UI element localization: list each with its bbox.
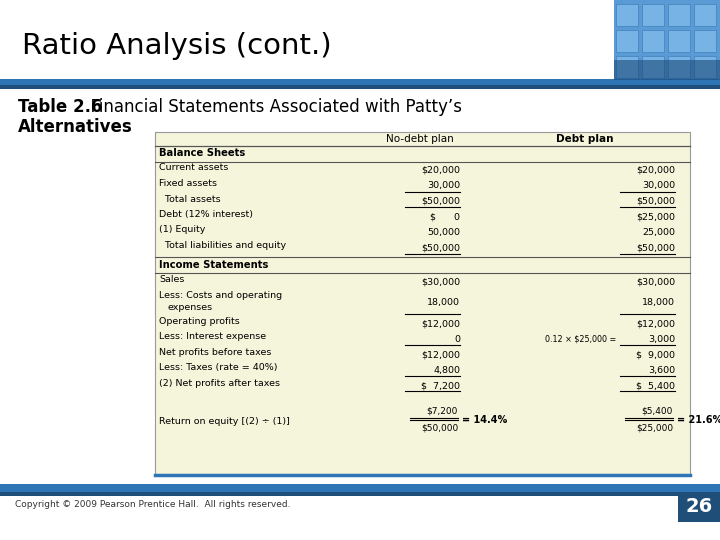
Text: $25,000: $25,000 [636, 423, 673, 433]
FancyBboxPatch shape [614, 0, 720, 80]
Text: (1) Equity: (1) Equity [159, 226, 205, 234]
Text: Operating profits: Operating profits [159, 317, 240, 326]
FancyBboxPatch shape [614, 60, 720, 80]
FancyBboxPatch shape [678, 492, 720, 522]
Text: 26: 26 [685, 497, 713, 516]
FancyBboxPatch shape [668, 56, 690, 78]
Text: $12,000: $12,000 [636, 319, 675, 328]
FancyBboxPatch shape [0, 484, 720, 492]
Text: Less: Interest expense: Less: Interest expense [159, 332, 266, 341]
Text: 30,000: 30,000 [642, 181, 675, 190]
FancyBboxPatch shape [694, 30, 716, 52]
Text: $50,000: $50,000 [636, 197, 675, 206]
Text: Current assets: Current assets [159, 164, 228, 172]
FancyBboxPatch shape [616, 30, 638, 52]
FancyBboxPatch shape [694, 56, 716, 78]
Text: Total assets: Total assets [159, 194, 220, 204]
Text: Copyright © 2009 Pearson Prentice Hall.  All rights reserved.: Copyright © 2009 Pearson Prentice Hall. … [15, 500, 290, 509]
Text: $7,200: $7,200 [427, 407, 458, 416]
FancyBboxPatch shape [668, 30, 690, 52]
Text: Table 2.6: Table 2.6 [18, 98, 102, 116]
Text: expenses: expenses [167, 303, 212, 312]
Text: Less: Costs and operating: Less: Costs and operating [159, 291, 282, 300]
Text: Total liabilities and equity: Total liabilities and equity [159, 241, 286, 250]
Text: 50,000: 50,000 [427, 228, 460, 237]
Text: $50,000: $50,000 [421, 243, 460, 252]
Text: Financial Statements Associated with Patty’s: Financial Statements Associated with Pat… [80, 98, 462, 116]
Text: $50,000: $50,000 [636, 243, 675, 252]
Text: $30,000: $30,000 [636, 277, 675, 286]
Text: = 21.6%: = 21.6% [677, 415, 720, 424]
FancyBboxPatch shape [155, 132, 690, 475]
FancyBboxPatch shape [642, 56, 664, 78]
FancyBboxPatch shape [0, 492, 720, 496]
Text: 4,800: 4,800 [433, 366, 460, 375]
FancyBboxPatch shape [668, 4, 690, 26]
Text: 3,000: 3,000 [648, 335, 675, 343]
Text: $  9,000: $ 9,000 [636, 350, 675, 359]
Text: Debt (12% interest): Debt (12% interest) [159, 210, 253, 219]
Text: Balance Sheets: Balance Sheets [159, 148, 246, 158]
Text: $  7,200: $ 7,200 [421, 381, 460, 390]
Text: $20,000: $20,000 [421, 166, 460, 175]
Text: 18,000: 18,000 [642, 298, 675, 307]
Text: $20,000: $20,000 [636, 166, 675, 175]
FancyBboxPatch shape [0, 85, 720, 89]
Text: $5,400: $5,400 [642, 407, 673, 416]
Text: Less: Taxes (rate = 40%): Less: Taxes (rate = 40%) [159, 363, 277, 373]
Text: = 14.4%: = 14.4% [462, 415, 508, 424]
Text: $50,000: $50,000 [421, 197, 460, 206]
Text: Sales: Sales [159, 275, 184, 284]
Text: 3,600: 3,600 [648, 366, 675, 375]
Text: $12,000: $12,000 [421, 350, 460, 359]
Text: $12,000: $12,000 [421, 319, 460, 328]
Text: $50,000: $50,000 [420, 423, 458, 433]
Text: No-debt plan: No-debt plan [386, 134, 454, 144]
Text: Fixed assets: Fixed assets [159, 179, 217, 188]
Text: $30,000: $30,000 [421, 277, 460, 286]
FancyBboxPatch shape [616, 4, 638, 26]
FancyBboxPatch shape [642, 4, 664, 26]
Text: Ratio Analysis (cont.): Ratio Analysis (cont.) [22, 32, 332, 60]
Text: Alternatives: Alternatives [18, 118, 132, 136]
Text: Income Statements: Income Statements [159, 260, 269, 269]
Text: 0: 0 [454, 335, 460, 343]
Text: 30,000: 30,000 [427, 181, 460, 190]
Text: $  5,400: $ 5,400 [636, 381, 675, 390]
Text: 18,000: 18,000 [427, 298, 460, 307]
Text: Debt plan: Debt plan [557, 134, 613, 144]
FancyBboxPatch shape [0, 79, 720, 85]
FancyBboxPatch shape [616, 56, 638, 78]
Text: 0.12 × $25,000 =: 0.12 × $25,000 = [545, 335, 621, 343]
Text: (2) Net profits after taxes: (2) Net profits after taxes [159, 379, 280, 388]
Text: $      0: $ 0 [430, 212, 460, 221]
Text: Return on equity [(2) ÷ (1)]: Return on equity [(2) ÷ (1)] [159, 417, 290, 426]
FancyBboxPatch shape [694, 4, 716, 26]
Text: 25,000: 25,000 [642, 228, 675, 237]
Text: Net profits before taxes: Net profits before taxes [159, 348, 271, 357]
Text: $25,000: $25,000 [636, 212, 675, 221]
FancyBboxPatch shape [642, 30, 664, 52]
